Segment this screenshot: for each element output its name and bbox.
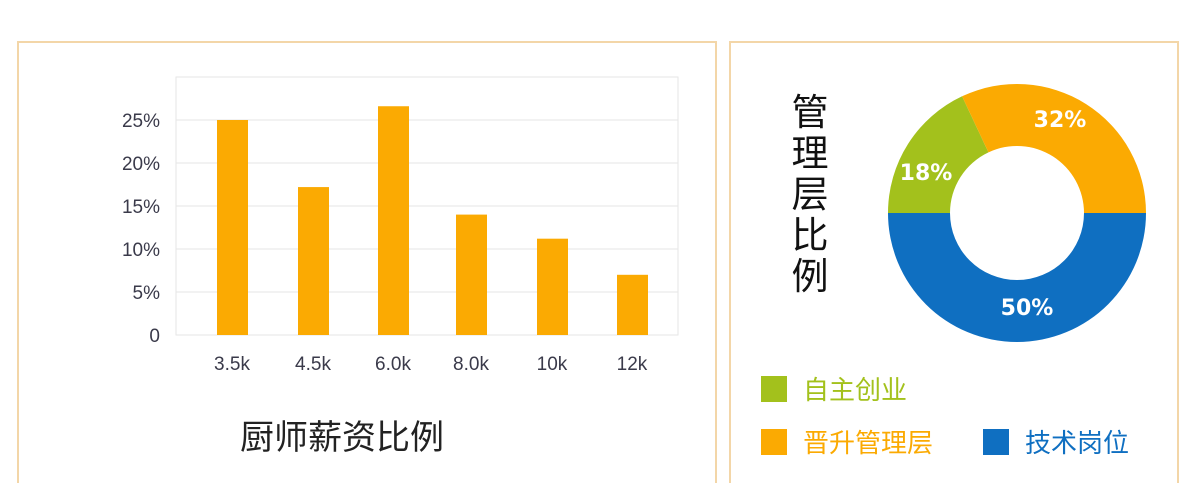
legend-label: 技术岗位	[1025, 429, 1130, 459]
slice-label: 32%	[1034, 108, 1087, 133]
donut-slice	[888, 213, 1146, 342]
bar-6.0k	[378, 106, 409, 336]
legend-swatch	[983, 428, 1009, 455]
x-tick-label: 6.0k	[375, 354, 411, 375]
donut-slice	[962, 83, 1146, 213]
x-tick-label: 10k	[537, 354, 568, 375]
donut-slice	[888, 96, 989, 213]
bar-3.5k	[217, 120, 248, 335]
y-tick-label: 15%	[122, 197, 160, 218]
management-panel	[729, 41, 1179, 483]
y-tick-label: 5%	[133, 283, 161, 304]
x-tick-label: 8.0k	[453, 354, 489, 375]
legend-item-management: 晋升管理层	[761, 423, 933, 460]
legend-item-technical: 技术岗位	[983, 423, 1129, 460]
salary-panel	[17, 41, 717, 483]
y-tick-label: 10%	[122, 240, 160, 261]
slice-label: 50%	[1001, 296, 1054, 321]
legend-swatch	[761, 375, 787, 402]
legend-label: 晋升管理层	[803, 429, 934, 459]
bar-12k	[617, 274, 648, 335]
x-tick-label: 4.5k	[295, 354, 331, 375]
y-tick-label: 25%	[122, 111, 160, 132]
y-tick-label: 20%	[122, 154, 160, 175]
x-tick-label: 3.5k	[214, 354, 250, 375]
slice-label: 18%	[900, 161, 953, 186]
bar-chart-title: 厨师薪资比例	[240, 418, 444, 458]
x-tick-label: 12k	[617, 354, 648, 375]
bar-10k	[537, 238, 568, 335]
bar-4.5k	[298, 187, 329, 335]
legend-swatch	[761, 428, 787, 455]
donut-chart-title: 管理层比例	[791, 91, 829, 298]
bar-8.0k	[456, 214, 487, 335]
legend-item-startup: 自主创业	[761, 370, 907, 407]
y-tick-label: 0	[149, 326, 160, 347]
legend-label: 自主创业	[803, 376, 908, 406]
